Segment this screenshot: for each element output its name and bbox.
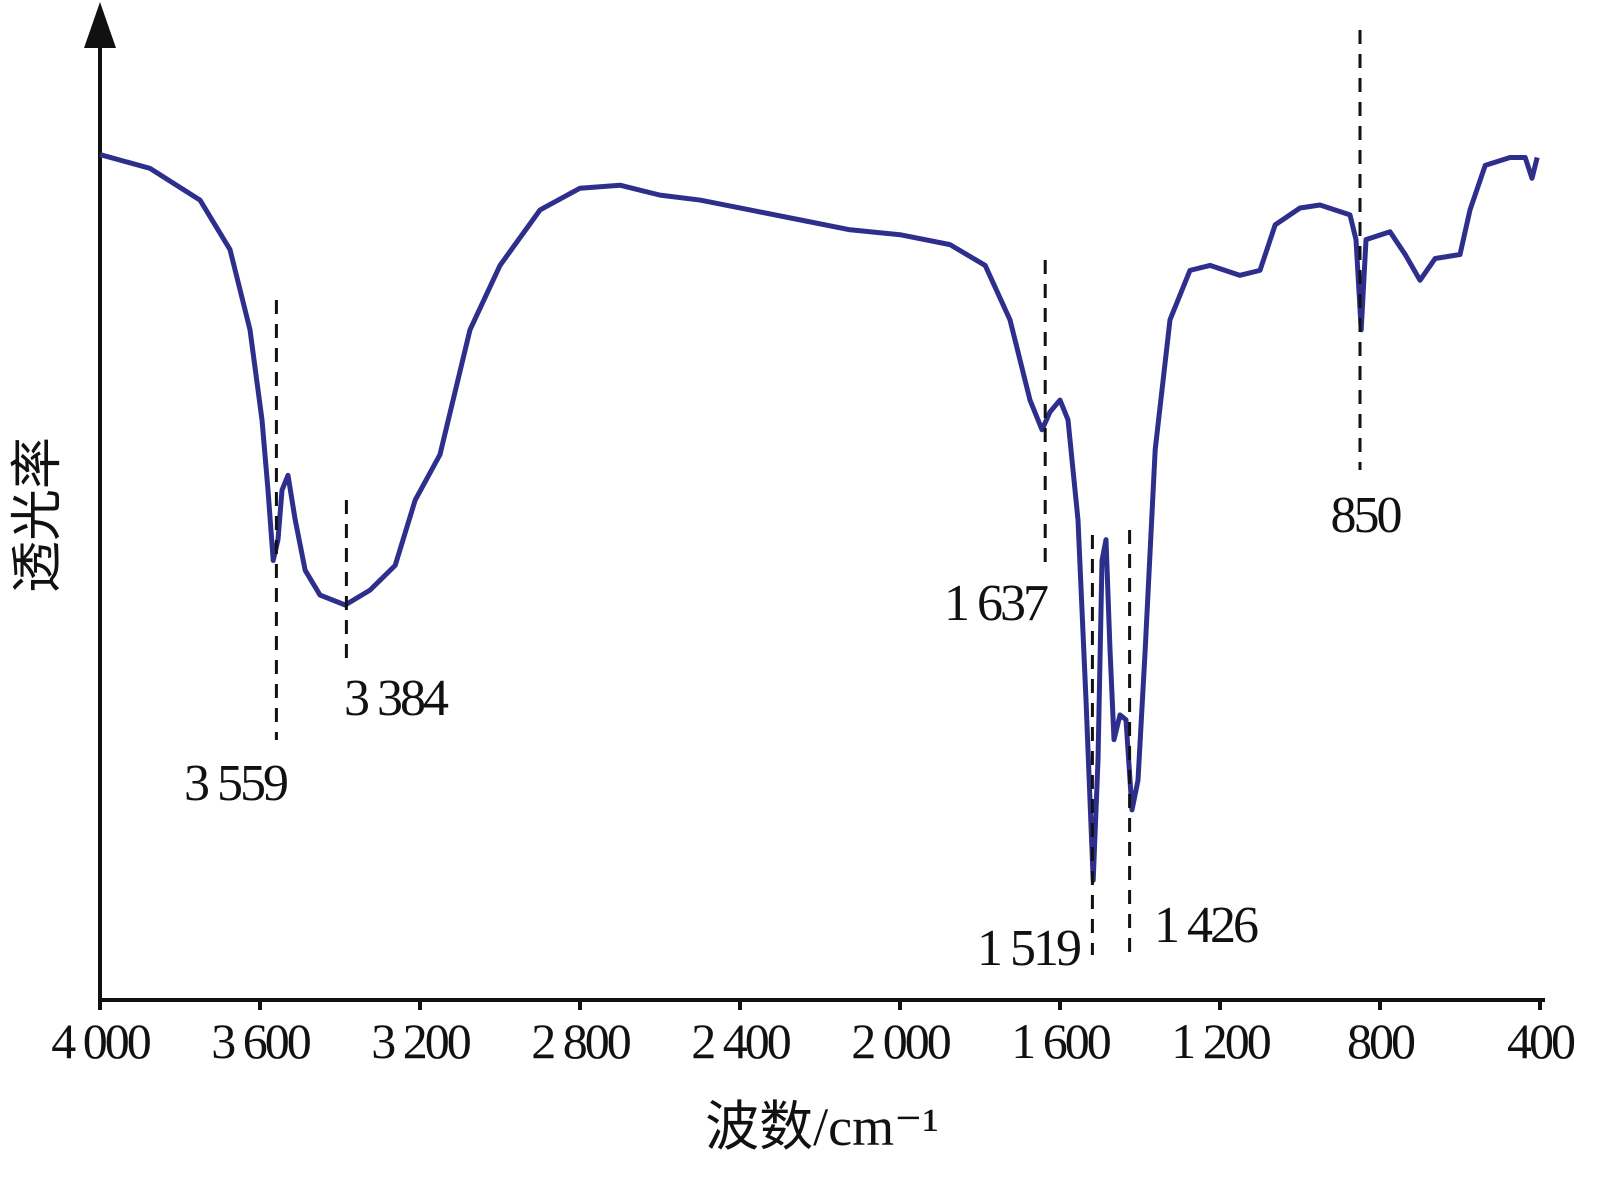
x-tick-label: 800	[1347, 1013, 1415, 1069]
peak-label: 1 637	[944, 575, 1048, 632]
peak-label: 3 559	[184, 755, 287, 812]
y-axis-label: 透光率	[10, 437, 67, 593]
peak-label: 1 519	[977, 920, 1080, 977]
x-tick-label: 3 600	[211, 1013, 311, 1069]
peak-label: 3 384	[344, 670, 449, 727]
x-tick-label: 1 600	[1011, 1013, 1111, 1069]
y-axis-arrow	[84, 2, 116, 48]
peak-label: 1 426	[1154, 897, 1258, 954]
x-tick-label: 3 200	[371, 1013, 471, 1069]
spectrum-line	[99, 152, 1540, 883]
x-axis-label: 波数/cm⁻¹	[705, 1097, 939, 1157]
x-tick-label: 2 800	[531, 1013, 631, 1069]
x-tick-label: 400	[1507, 1013, 1575, 1069]
peak-label: 850	[1331, 487, 1402, 544]
x-tick-label: 2 400	[691, 1013, 791, 1069]
x-tick-label: 4 000	[51, 1013, 151, 1069]
x-tick-label: 1 200	[1171, 1013, 1271, 1069]
x-tick-label: 2 000	[851, 1013, 951, 1069]
